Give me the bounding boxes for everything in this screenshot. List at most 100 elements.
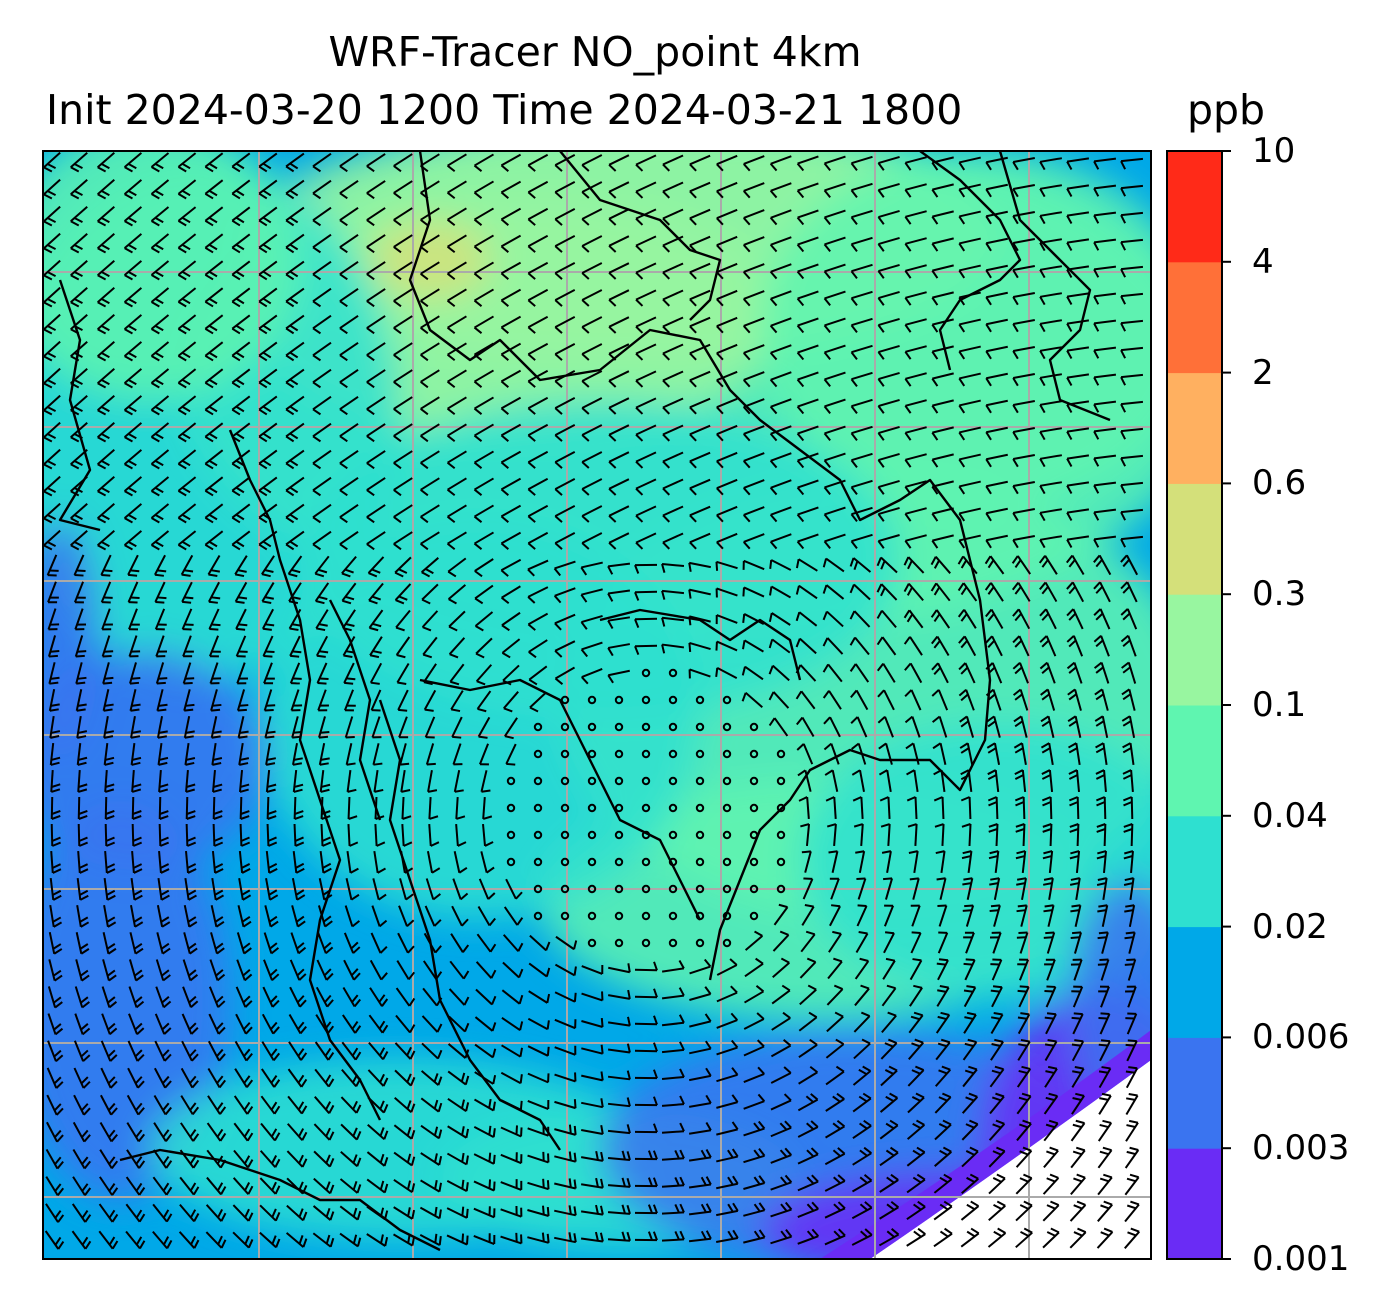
wind-barb-flag [727, 1203, 734, 1213]
wind-barb-flag [316, 627, 326, 632]
wind-barb-flag [500, 407, 509, 415]
wind-barb-flag [185, 756, 196, 761]
wind-barb [851, 182, 873, 192]
wind-barb-flag [1125, 1070, 1135, 1074]
wind-barb-flag [272, 1026, 280, 1035]
wind-barb-flag [161, 969, 170, 977]
wind-barb [504, 717, 518, 737]
wind-barb-flag [958, 512, 966, 522]
wind-barb-flag [220, 1239, 227, 1249]
wind-barb [150, 233, 170, 249]
wind-barb-flag [716, 190, 724, 199]
wind-barb [70, 313, 88, 331]
wind-barb-flag [823, 742, 832, 751]
wind-barb-flag [1098, 1043, 1108, 1047]
wind-barb [960, 1205, 980, 1221]
wind-barb [231, 503, 251, 519]
wind-barb [123, 476, 143, 492]
wind-barb-flag [108, 1156, 116, 1165]
wind-barb [798, 584, 818, 600]
wind-barb-flag [100, 217, 110, 224]
wind-barb [1126, 1013, 1138, 1035]
wind-barb-flag [422, 626, 432, 632]
wind-barb [393, 423, 413, 437]
wind-barb-flag [159, 841, 170, 847]
wind-barb-flag [77, 761, 87, 766]
wind-barb-flag [408, 997, 416, 1007]
wind-barb [878, 453, 900, 461]
wind-barb [123, 152, 143, 168]
calm-marker [776, 749, 786, 759]
wind-barb-flag [177, 220, 187, 227]
wind-barb-flag [188, 1022, 197, 1031]
wind-barb-flag [1045, 1070, 1055, 1074]
wind-barb-flag [339, 273, 348, 281]
wind-barb-flag [265, 735, 275, 739]
wind-barb-flag [289, 216, 299, 224]
wind-barb-flag [352, 946, 361, 954]
wind-barb-flag [489, 943, 497, 953]
wind-barb-flag [262, 513, 272, 521]
wind-barb-flag [127, 379, 137, 386]
wind-barb-flag [243, 1101, 251, 1111]
wind-barb [1100, 662, 1110, 684]
wind-barb-flag [215, 942, 224, 950]
wind-barb-flag [298, 1181, 304, 1191]
wind-barb-flag [716, 514, 724, 523]
wind-barb [992, 932, 1002, 954]
wind-barb-flag [80, 1049, 89, 1058]
wind-barb [204, 449, 224, 465]
wind-barb [1013, 400, 1035, 406]
wind-barb-flag [850, 513, 858, 522]
wind-barb [1013, 427, 1035, 433]
wind-barb-flag [235, 270, 245, 278]
wind-barb-flag [634, 591, 640, 601]
wind-barb [1102, 877, 1108, 901]
wind-barb-flag [131, 788, 142, 793]
wind-barb-flag [796, 540, 805, 550]
wind-barb [608, 966, 630, 974]
wind-barb-flag [154, 459, 164, 467]
wind-barb-flag [446, 218, 456, 227]
wind-barb [180, 1122, 194, 1142]
wind-barb-flag [1014, 613, 1022, 622]
wind-barb-flag [688, 616, 692, 626]
wind-barb-flag [1095, 747, 1105, 754]
wind-barb-flag [181, 378, 191, 386]
wind-barb-flag [823, 540, 831, 550]
wind-barb [554, 450, 576, 464]
wind-barb-flag [446, 272, 456, 281]
wind-barb-flag [985, 161, 992, 171]
wind-barb-flag [837, 1174, 846, 1182]
wind-barb [554, 315, 576, 329]
wind-barb-flag [987, 639, 996, 648]
wind-barb-flag [270, 1048, 278, 1057]
wind-barb [986, 453, 1008, 461]
wind-barb-flag [501, 652, 511, 659]
wind-barb-flag [475, 652, 485, 659]
wind-barb [47, 581, 57, 603]
wind-barb-flag [348, 815, 358, 820]
wind-barb [123, 179, 143, 195]
wind-barb-flag [958, 296, 966, 306]
wind-barb-flag [191, 1106, 200, 1115]
wind-barb [743, 533, 765, 543]
wind-barb [1101, 689, 1109, 711]
wind-barb-flag [296, 968, 305, 977]
wind-barb-flag [780, 1203, 788, 1212]
wind-barb [1069, 1231, 1087, 1249]
wind-barb-flag [424, 708, 434, 712]
wind-barb-flag [581, 191, 590, 199]
wind-barb [476, 690, 492, 710]
wind-barb-flag [1041, 720, 1051, 727]
wind-barb [181, 1013, 193, 1035]
wind-barb [833, 796, 837, 820]
wind-barb-flag [52, 868, 62, 874]
wind-barb-flag [449, 653, 459, 659]
wind-barb-flag [285, 408, 295, 416]
wind-barb-flag [43, 436, 53, 443]
wind-barb-flag [527, 353, 536, 361]
wind-barb-flag [780, 1230, 788, 1239]
wind-barb-flag [823, 432, 831, 442]
wind-barb [1044, 581, 1058, 603]
